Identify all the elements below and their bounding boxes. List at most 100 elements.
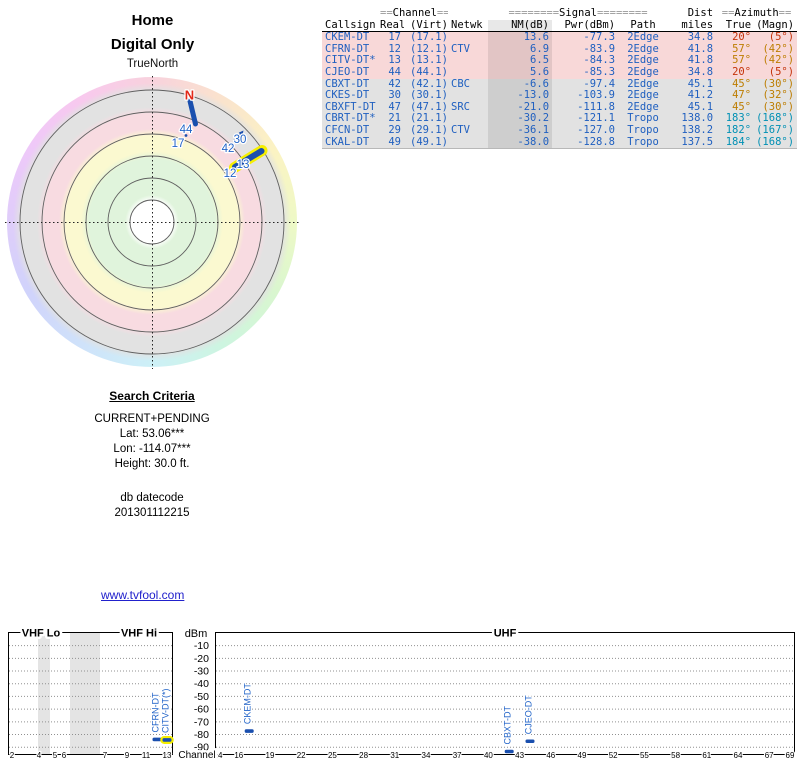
criteria-mode: CURRENT+PENDING	[94, 413, 210, 425]
channel-tick-label: 49	[578, 751, 587, 760]
cell-real: 47	[380, 101, 404, 114]
cell-pwr: -84.3	[552, 55, 619, 67]
cell-miles: 41.8	[668, 55, 717, 67]
channel-tick-label: 25	[328, 751, 337, 760]
cell-miles: 45.1	[668, 78, 717, 91]
band-label-vhf-hi: VHF Hi	[121, 628, 157, 640]
dbm-tick-label: -70	[194, 716, 209, 728]
report-subtitle: Digital Only	[110, 36, 195, 53]
station-label: CJEO-DT	[524, 695, 534, 734]
cell-real: 29	[380, 124, 404, 137]
cell-path: Tropo	[618, 136, 669, 149]
cell-callsign: CBXFT-DT	[322, 101, 380, 114]
cell-miles: 138.2	[668, 124, 717, 137]
tvfool-link[interactable]: www.tvfool.com	[101, 588, 185, 602]
table-group-header: ========Signal========	[508, 8, 648, 19]
cell-path: 2Edge	[618, 101, 669, 114]
channel-tick-label: 52	[609, 751, 618, 760]
cell-netwk	[448, 136, 489, 149]
cell-pwr: -103.9	[552, 90, 619, 102]
cell-pwr: -97.4	[552, 78, 619, 91]
cell-nm: -38.0	[488, 136, 553, 149]
cell-miles: 137.5	[668, 136, 717, 149]
channel-tick-label: 19	[266, 751, 275, 760]
cell-path: Tropo	[618, 124, 669, 137]
cell-pwr: -85.3	[552, 66, 619, 79]
cell-nm: 5.6	[488, 66, 553, 79]
radar-channel-label-17: 17	[172, 138, 185, 150]
dbm-tick-label: -30	[194, 666, 209, 678]
cell-real: 42	[380, 78, 404, 91]
cell-netwk	[448, 113, 489, 125]
station-marker	[244, 729, 254, 733]
cell-pwr: -121.1	[552, 113, 619, 125]
cell-netwk	[448, 55, 489, 67]
cell-real: 30	[380, 90, 404, 102]
radar-dot-az20	[184, 134, 188, 137]
radar-channel-label-12: 12	[224, 168, 237, 180]
channel-tick-label: 67	[765, 751, 774, 760]
station-row: CKES-DT 30 (30.1) -13.0 -103.9 2Edge 41.2 47° (3…	[322, 90, 798, 102]
cell-magn: (5°)	[754, 66, 798, 79]
cell-netwk	[448, 90, 489, 102]
cell-magn: (30°)	[754, 78, 798, 91]
cell-path: Tropo	[618, 113, 669, 125]
station-row: CJEO-DT 44 (44.1) 5.6 -85.3 2Edge 34.8 20° (5°)	[322, 66, 798, 79]
radar-channel-label-42: 42	[222, 143, 235, 155]
column-header-path: Path	[618, 19, 669, 33]
channel-tick-label: 14	[214, 751, 223, 760]
cell-true: 184°	[716, 136, 755, 149]
radar-channel-label-13: 13	[237, 159, 250, 171]
channel-tick-label: 16	[234, 751, 243, 760]
station-row: CBXT-DT 42 (42.1) CBC -6.6 -97.4 2Edge 45.1 45°(…	[322, 78, 798, 91]
cell-magn: (32°)	[754, 90, 798, 102]
radar-channel-label-44: 44	[180, 124, 193, 136]
cell-callsign: CITV-DT*	[322, 55, 380, 67]
cell-real: 13	[380, 55, 404, 67]
cell-netwk: CTV	[448, 124, 489, 137]
channel-tick-label: 2	[10, 751, 15, 760]
cell-virt: (29.1)	[404, 124, 449, 137]
channel-tick-label: 5	[53, 751, 58, 760]
y-axis-title: dBm	[185, 628, 208, 640]
radar-marker-az57	[232, 148, 265, 170]
cell-path: 2Edge	[618, 31, 669, 44]
station-marker	[525, 739, 535, 744]
table-group-header: ==Azimuth==	[721, 8, 792, 19]
cell-true: 45°	[716, 101, 755, 114]
cell-callsign: CJEO-DT	[322, 66, 380, 79]
cell-miles: 138.0	[668, 113, 717, 125]
cell-nm: -30.2	[488, 113, 553, 125]
dbm-tick-label: -90	[194, 742, 209, 754]
channel-tick-label: 55	[640, 751, 649, 760]
cell-callsign: CBXT-DT	[322, 78, 380, 91]
radar-dot-az45	[233, 139, 236, 142]
station-table-wrap: ==Channel== ========Signal======== Dist ==A…	[322, 8, 798, 150]
column-header-miles: miles	[668, 19, 717, 33]
cell-nm: -6.6	[488, 78, 553, 91]
station-row: CKAL-DT 49 (49.1) -38.0 -128.8 Tropo 137.5 184°…	[322, 136, 798, 149]
cell-magn: (5°)	[754, 31, 798, 44]
channel-tick-label: 34	[422, 751, 431, 760]
column-header-pwr: Pwr(dBm)	[552, 19, 619, 33]
column-header-true: True	[716, 19, 755, 33]
cell-netwk: SRC	[448, 101, 489, 114]
channel-tick-label: 40	[484, 751, 493, 760]
cell-callsign: CKES-DT	[322, 90, 380, 102]
cell-nm: 6.9	[488, 43, 553, 56]
cell-true: 45°	[716, 78, 755, 91]
band-label-vhf-lo: VHF Lo	[22, 628, 61, 640]
cell-path: 2Edge	[618, 55, 669, 67]
column-header-magn: (Magn)	[754, 19, 798, 33]
channel-tick-label: 31	[390, 751, 399, 760]
cell-true: 183°	[716, 113, 755, 125]
channel-tick-label: 9	[125, 751, 130, 760]
cell-pwr: -83.9	[552, 43, 619, 56]
cell-nm: -21.0	[488, 101, 553, 114]
table-group-header: Dist	[687, 8, 714, 19]
station-label: CFRN-DT	[151, 692, 161, 732]
db-datecode-value: 201301112215	[114, 507, 190, 519]
cell-callsign: CBRT-DT*	[322, 113, 380, 125]
